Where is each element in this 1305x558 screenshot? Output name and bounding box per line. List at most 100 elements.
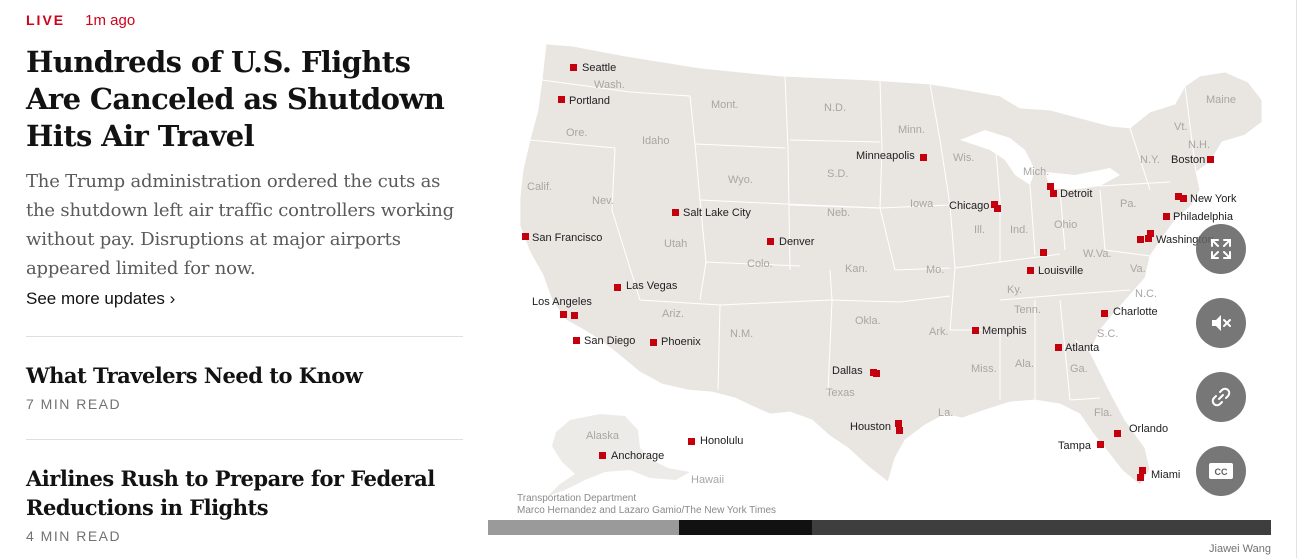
related-story-title[interactable]: What Travelers Need to Know [26, 363, 363, 388]
city-label: Chicago [949, 200, 989, 212]
city-label: Miami [1151, 469, 1180, 481]
airport-marker [1040, 249, 1047, 256]
airport-marker [767, 238, 774, 245]
city-label: Houston [850, 421, 891, 433]
airport-marker [1180, 195, 1187, 202]
airport-marker [1147, 230, 1154, 237]
airport-marker [571, 312, 578, 319]
state-label: Fla. [1094, 407, 1112, 419]
video-progress-bar[interactable] [488, 520, 1271, 535]
state-label: W.Va. [1083, 248, 1112, 260]
state-label: Kan. [845, 263, 868, 275]
city-label: Orlando [1129, 423, 1168, 435]
airport-marker [688, 438, 695, 445]
state-label: Hawaii [691, 474, 724, 486]
state-label: N.M. [730, 328, 753, 340]
airport-marker [570, 64, 577, 71]
fullscreen-button[interactable] [1196, 224, 1246, 274]
state-label: Pa. [1120, 198, 1137, 210]
see-more-updates-link[interactable]: See more updates › [26, 289, 176, 308]
live-badge: LIVE [26, 12, 66, 28]
state-label: Maine [1206, 94, 1236, 106]
airport-marker [1163, 213, 1170, 220]
city-label: Detroit [1060, 188, 1092, 200]
progress-buffered [679, 520, 812, 535]
progress-played [488, 520, 679, 535]
state-label: Mo. [926, 264, 944, 276]
state-label: Ariz. [662, 308, 684, 320]
photo-credit: Jiawei Wang [1209, 543, 1271, 555]
city-label: San Diego [584, 335, 635, 347]
city-label: Philadelphia [1173, 211, 1234, 223]
state-label: Tenn. [1014, 304, 1041, 316]
airport-marker [1047, 183, 1054, 190]
timestamp: 1m ago [85, 12, 136, 29]
airport-marker [1101, 310, 1108, 317]
city-label: Las Vegas [626, 280, 678, 292]
progress-remaining [812, 520, 1271, 535]
city-label: Boston [1171, 154, 1205, 166]
city-label: Honolulu [700, 435, 743, 447]
airport-marker [560, 311, 567, 318]
state-label: Ark. [929, 326, 949, 338]
state-label: Va. [1130, 263, 1146, 275]
state-label: S.D. [827, 168, 848, 180]
read-time: 7 MIN READ [26, 396, 122, 412]
state-label: Ohio [1054, 219, 1077, 231]
state-label: Miss. [971, 363, 997, 375]
airport-marker [1139, 467, 1146, 474]
city-label: Seattle [582, 62, 616, 74]
airport-marker [972, 327, 979, 334]
video-player[interactable]: Wash. Ore. Calif. Nev. Idaho Mont. Wyo. … [488, 0, 1271, 520]
state-label: Iowa [910, 198, 934, 210]
copy-link-button[interactable] [1196, 372, 1246, 422]
live-row: LIVE 1m ago [26, 12, 463, 34]
related-story[interactable]: What Travelers Need to Know 7 MIN READ [26, 361, 463, 412]
story-column: LIVE 1m ago Hundreds of U.S. Flights Are… [26, 12, 463, 309]
airport-marker [1137, 236, 1144, 243]
state-label: Wash. [594, 79, 625, 91]
state-label: Minn. [898, 124, 925, 136]
divider [26, 439, 463, 440]
us-airports-map: Wash. Ore. Calif. Nev. Idaho Mont. Wyo. … [519, 43, 1263, 496]
state-label: N.Y. [1140, 154, 1160, 166]
state-label: N.C. [1135, 288, 1157, 300]
map-byline: Marco Hernandez and Lazaro Gamio/The New… [517, 505, 777, 516]
state-label: Okla. [855, 315, 881, 327]
state-label: Neb. [827, 207, 850, 219]
state-label: Calif. [527, 181, 552, 193]
state-label: Ill. [974, 224, 985, 236]
airport-marker [573, 337, 580, 344]
headline-link[interactable]: Hundreds of U.S. Flights Are Canceled as… [26, 45, 445, 153]
captions-icon: CC [1209, 463, 1233, 479]
state-borders [529, 75, 1197, 402]
divider [26, 336, 463, 337]
state-label: Wis. [953, 152, 974, 164]
alaska-shape [548, 414, 690, 496]
related-story-title[interactable]: Airlines Rush to Prepare for Federal Red… [26, 466, 435, 520]
read-time: 4 MIN READ [26, 528, 122, 544]
city-label: New York [1190, 193, 1237, 205]
airport-marker [920, 154, 927, 161]
airport-marker [1207, 156, 1214, 163]
state-label: Ky. [1007, 284, 1022, 296]
state-labels: Wash. Ore. Calif. Nev. Idaho Mont. Wyo. … [527, 79, 1236, 486]
summary: The Trump administration ordered the cut… [26, 171, 454, 279]
city-label: Charlotte [1113, 306, 1158, 318]
great-lakes [960, 130, 1120, 190]
captions-button[interactable]: CC [1196, 446, 1246, 496]
state-label: Ala. [1015, 358, 1034, 370]
related-story[interactable]: Airlines Rush to Prepare for Federal Red… [26, 464, 463, 544]
state-label: Ga. [1070, 363, 1088, 375]
city-label: Memphis [982, 325, 1027, 337]
expand-icon [1211, 239, 1231, 259]
city-label: San Francisco [532, 232, 602, 244]
state-label: Ind. [1010, 224, 1028, 236]
airport-marker [1137, 474, 1144, 481]
airport-marker [1055, 344, 1062, 351]
mute-button[interactable] [1196, 298, 1246, 348]
city-label: Denver [779, 236, 815, 248]
us-mainland-shape [519, 43, 1263, 486]
state-label: La. [938, 407, 953, 419]
state-label: Colo. [747, 258, 773, 270]
